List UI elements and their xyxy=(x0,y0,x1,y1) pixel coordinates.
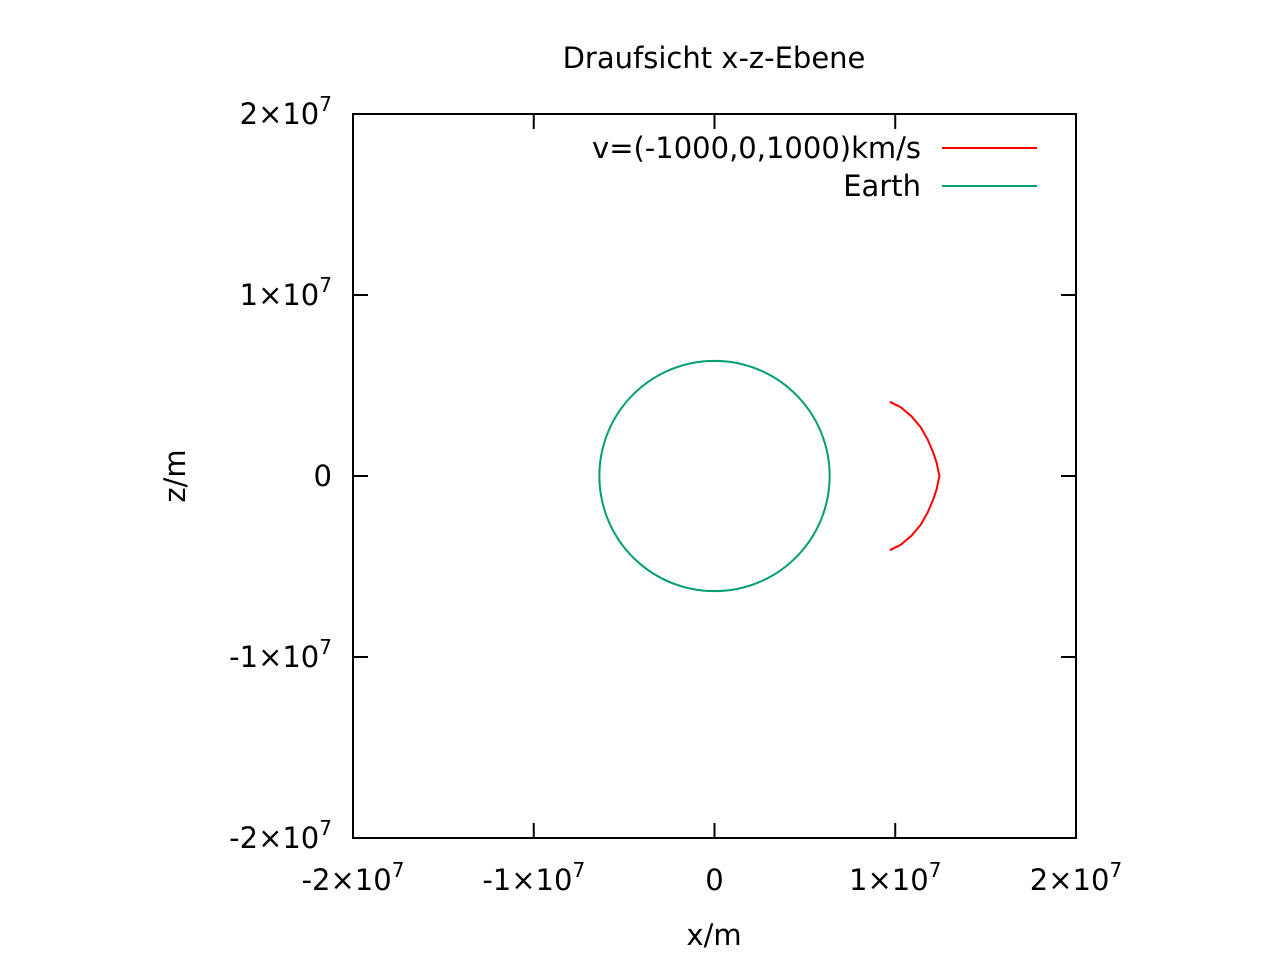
x-tick-label-times: ×10 xyxy=(511,863,572,897)
x-tick-label: 2×107 xyxy=(1030,858,1122,897)
x-tick-label-mantissa: 1 xyxy=(849,863,867,897)
legend-entry-label: v=(-1000,0,1000)km/s xyxy=(592,131,921,165)
x-tick-label-exponent: 7 xyxy=(1109,858,1122,882)
x-axis-label: x/m xyxy=(686,918,741,952)
x-tick-label-exponent: 7 xyxy=(572,858,585,882)
series-layer xyxy=(598,359,941,593)
x-axis-tick-labels: -2×107 -1×107 0 1×107 2×107 xyxy=(302,858,1123,897)
y-tick-label: -1×107 xyxy=(229,635,332,674)
y-tick-label-exponent: 7 xyxy=(319,273,332,297)
y-tick-label: 2×107 xyxy=(240,92,332,131)
x-tick-label-times: ×10 xyxy=(1048,863,1109,897)
y-tick-label: 1×107 xyxy=(240,273,332,312)
x-axis-ticks xyxy=(352,114,1077,838)
y-tick-label-times: ×10 xyxy=(258,640,319,674)
x-tick-label-mantissa: 2 xyxy=(1030,863,1048,897)
x-tick-label-exponent: 7 xyxy=(392,858,405,882)
series-trajectory-line xyxy=(889,400,941,552)
plot-frame xyxy=(352,113,1077,839)
y-tick-label: -2×107 xyxy=(229,816,332,855)
x-tick-label-times: ×10 xyxy=(330,863,391,897)
y-tick-label-times: ×10 xyxy=(258,278,319,312)
x-tick-label: 1×107 xyxy=(849,858,941,897)
legend-entry-label: Earth xyxy=(843,169,921,203)
x-tick-label: 0 xyxy=(705,863,723,897)
y-tick-label-mantissa: 1 xyxy=(240,278,258,312)
x-tick-label-exponent: 7 xyxy=(929,858,942,882)
x-tick-label: -1×107 xyxy=(482,858,585,897)
y-tick-label-exponent: 7 xyxy=(319,816,332,840)
y-tick-label-value: 0 xyxy=(314,459,332,493)
x-tick-label-mantissa: -1 xyxy=(482,863,511,897)
legend: v=(-1000,0,1000)km/s Earth xyxy=(592,131,1037,203)
y-tick-label-times: ×10 xyxy=(258,97,319,131)
y-tick-label: 0 xyxy=(314,459,332,493)
x-tick-label-mantissa: -2 xyxy=(302,863,331,897)
y-axis-label: z/m xyxy=(158,449,192,502)
series-earth-circle xyxy=(598,359,831,593)
x-tick-label: -2×107 xyxy=(302,858,405,897)
x-tick-label-times: ×10 xyxy=(868,863,929,897)
y-tick-label-mantissa: -2 xyxy=(229,821,258,855)
y-tick-label-mantissa: 2 xyxy=(240,97,258,131)
y-tick-label-exponent: 7 xyxy=(319,92,332,116)
y-tick-label-mantissa: -1 xyxy=(229,640,258,674)
y-axis-ticks xyxy=(353,113,1076,839)
y-tick-label-exponent: 7 xyxy=(319,635,332,659)
chart-title: Draufsicht x-z-Ebene xyxy=(563,41,866,75)
y-tick-label-times: ×10 xyxy=(258,821,319,855)
x-tick-label-value: 0 xyxy=(705,863,723,897)
